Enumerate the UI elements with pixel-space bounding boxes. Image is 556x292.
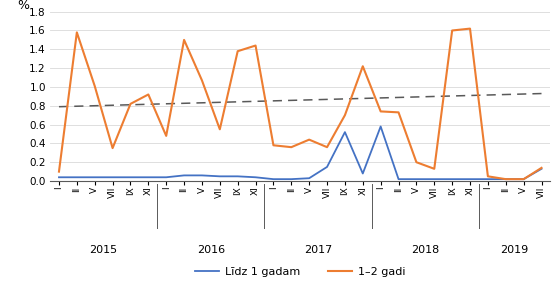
Līdz 1 gadam	[466, 178, 473, 181]
1–2 gadi	[324, 145, 330, 149]
Text: 2018: 2018	[411, 245, 439, 256]
1–2 gadi	[252, 44, 259, 47]
Līdz 1 gadam	[270, 178, 277, 181]
1–2 gadi	[341, 113, 348, 117]
Līdz 1 gadam	[198, 174, 205, 177]
Text: 2016: 2016	[197, 245, 225, 256]
1–2 gadi	[378, 110, 384, 113]
Līdz 1 gadam	[109, 175, 116, 179]
Līdz 1 gadam	[341, 130, 348, 134]
Līdz 1 gadam	[520, 178, 527, 181]
Line: 1–2 gadi: 1–2 gadi	[59, 29, 542, 179]
1–2 gadi	[109, 146, 116, 150]
Līdz 1 gadam	[449, 178, 455, 181]
Līdz 1 gadam	[181, 174, 187, 177]
Līdz 1 gadam	[431, 178, 438, 181]
1–2 gadi	[395, 111, 402, 114]
Līdz 1 gadam	[216, 175, 223, 178]
Line: Līdz 1 gadam: Līdz 1 gadam	[59, 126, 542, 179]
1–2 gadi	[359, 65, 366, 68]
1–2 gadi	[198, 79, 205, 82]
1–2 gadi	[520, 178, 527, 181]
Līdz 1 gadam	[503, 178, 509, 181]
1–2 gadi	[181, 38, 187, 42]
1–2 gadi	[163, 134, 170, 138]
Līdz 1 gadam	[378, 125, 384, 128]
1–2 gadi	[449, 29, 455, 32]
Līdz 1 gadam	[413, 178, 420, 181]
Līdz 1 gadam	[538, 167, 545, 171]
1–2 gadi	[270, 144, 277, 147]
Līdz 1 gadam	[163, 175, 170, 179]
1–2 gadi	[306, 138, 312, 141]
Līdz 1 gadam	[252, 175, 259, 179]
Text: 2017: 2017	[304, 245, 332, 256]
Līdz 1 gadam	[288, 178, 295, 181]
1–2 gadi	[466, 27, 473, 30]
1–2 gadi	[431, 167, 438, 171]
Līdz 1 gadam	[73, 175, 80, 179]
Līdz 1 gadam	[306, 176, 312, 180]
Līdz 1 gadam	[484, 178, 491, 181]
1–2 gadi	[91, 84, 98, 88]
Text: 2019: 2019	[500, 245, 529, 256]
1–2 gadi	[538, 166, 545, 170]
1–2 gadi	[56, 170, 62, 173]
1–2 gadi	[234, 49, 241, 53]
Līdz 1 gadam	[395, 178, 402, 181]
1–2 gadi	[288, 145, 295, 149]
1–2 gadi	[145, 93, 152, 96]
1–2 gadi	[216, 128, 223, 131]
Līdz 1 gadam	[234, 175, 241, 178]
Līdz 1 gadam	[324, 165, 330, 169]
Text: 2015: 2015	[90, 245, 118, 256]
Līdz 1 gadam	[56, 175, 62, 179]
Līdz 1 gadam	[127, 175, 134, 179]
Text: %: %	[18, 0, 29, 12]
Legend: Līdz 1 gadam, 1–2 gadi: Līdz 1 gadam, 1–2 gadi	[195, 267, 405, 277]
1–2 gadi	[484, 175, 491, 178]
Līdz 1 gadam	[359, 172, 366, 175]
1–2 gadi	[73, 31, 80, 34]
1–2 gadi	[503, 178, 509, 181]
Līdz 1 gadam	[145, 175, 152, 179]
Līdz 1 gadam	[91, 175, 98, 179]
1–2 gadi	[413, 161, 420, 164]
1–2 gadi	[127, 102, 134, 106]
